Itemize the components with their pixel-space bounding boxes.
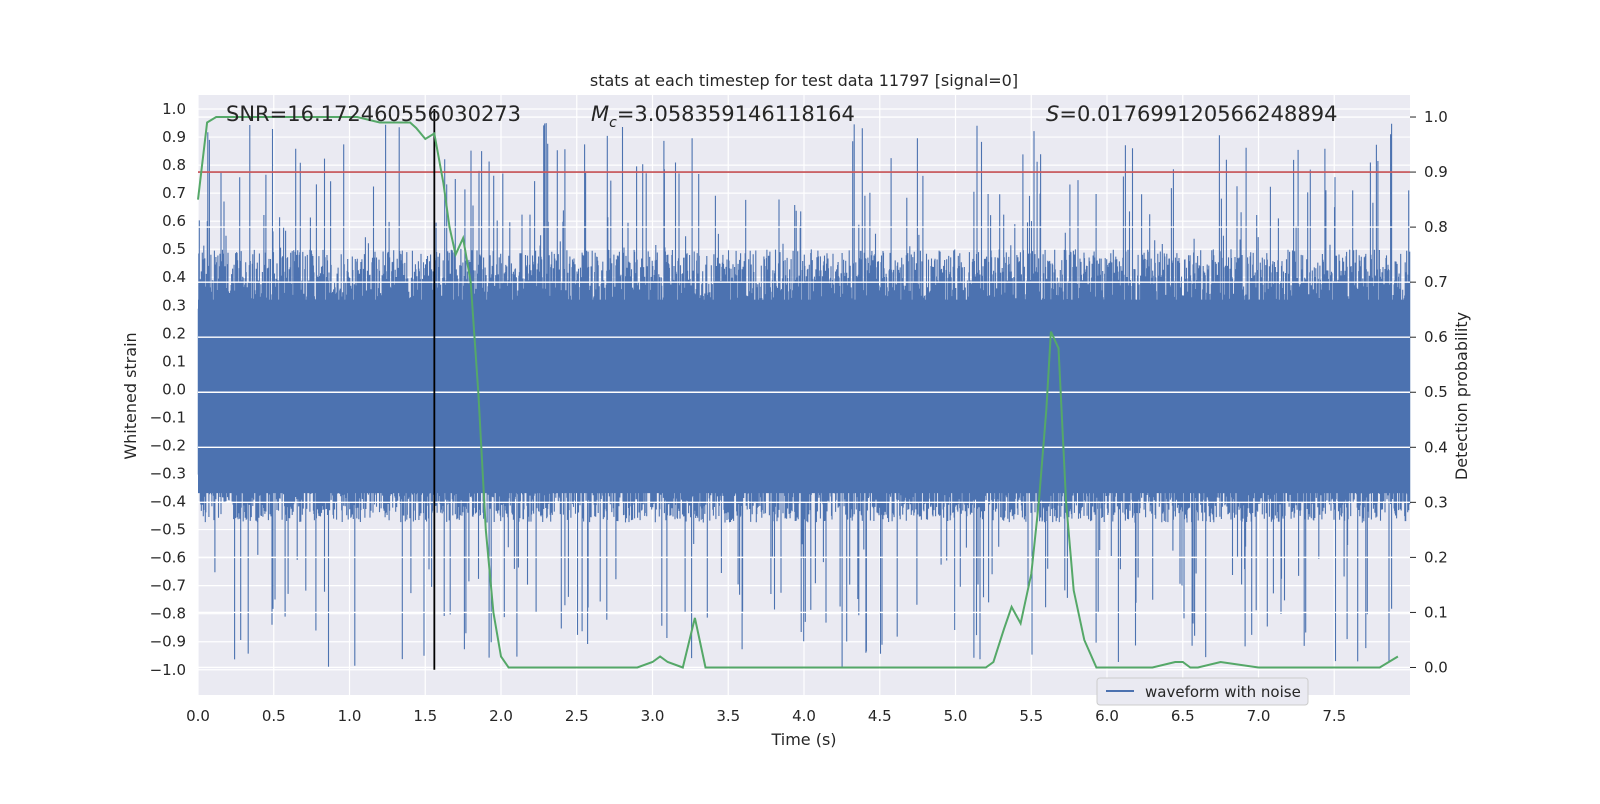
y-tick-label-left: −1.0 [150,661,186,679]
y-tick-label-left: 0.7 [162,184,186,202]
y-tick-label-left: 0.9 [162,128,186,146]
x-tick-label: 0.5 [262,707,286,725]
y-axis-label-left: Whitened strain [121,332,140,459]
y-tick-label-right: 0.2 [1424,548,1448,566]
detection-probability-line [197,116,1399,669]
x-tick-label: 4.5 [868,707,892,725]
chirp-mass-annotation: Mc=3.058359146118164 [591,102,855,131]
x-tick-label: 2.0 [489,707,513,725]
x-tick-label: 6.0 [1095,707,1119,725]
x-tick-label: 7.0 [1247,707,1271,725]
y-tick-label-left: 0.5 [162,240,186,258]
x-tick-label: 5.5 [1019,707,1043,725]
y-tick-label-left: 0.0 [162,380,186,398]
y-tick-label-right: 0.4 [1424,438,1448,456]
y-tick-label-right: 0.0 [1424,658,1448,676]
y-axis-label-right: Detection probability [1452,312,1471,480]
y-tick-label-left: 1.0 [162,100,186,118]
x-tick-label: 0.0 [186,707,210,725]
y-tick-label-right: 1.0 [1424,108,1448,126]
y-tick-label-left: −0.3 [150,465,186,483]
y-tick-label-left: 0.1 [162,352,186,370]
y-tick-label-left: 0.3 [162,296,186,314]
y-tick-label-right: 0.5 [1424,383,1448,401]
y-tick-label-left: 0.2 [162,324,186,342]
x-tick-label: 7.5 [1322,707,1346,725]
y-tick-label-left: −0.7 [150,577,186,595]
y-tick-label-left: 0.4 [162,268,186,286]
s-value: =0.017699120566248894 [1059,102,1337,126]
x-tick-label: 6.5 [1171,707,1195,725]
y-tick-label-left: 0.6 [162,212,186,230]
y-tick-label-left: −0.4 [150,493,186,511]
y-tick-label-left: −0.1 [150,408,186,426]
chart-title: stats at each timestep for test data 117… [590,71,1018,90]
snr-annotation: SNR=16.172460556030273 [226,102,521,126]
y-tick-label-left: −0.5 [150,521,186,539]
x-tick-label: 3.5 [716,707,740,725]
chirp-mass-value: =3.058359146118164 [617,102,855,126]
x-tick-label: 1.5 [413,707,437,725]
legend-box [1096,677,1309,706]
y-tick-label-left: −0.9 [150,633,186,651]
legend: waveform with noise [1096,677,1309,706]
x-tick-label: 1.0 [338,707,362,725]
x-tick-label: 5.0 [944,707,968,725]
axes: 0.0 0.5 1.0 1.5 2.0 2.5 3.0 3.5 4.0 4.5 5.0 5.5 6.0 6… [150,100,1448,725]
chirp-mass-subscript: c [609,115,617,131]
s-symbol: S [1046,102,1059,126]
y-tick-label-right: 0.1 [1424,603,1448,621]
strain-series [197,123,1411,668]
y-tick-label-right: 0.3 [1424,493,1448,511]
y-tick-label-right: 0.8 [1424,218,1448,236]
x-tick-label: 3.0 [641,707,665,725]
legend-label: waveform with noise [1145,683,1301,701]
x-tick-label: 2.5 [565,707,589,725]
chirp-mass-symbol: M [591,102,609,126]
y-tick-label-left: −0.8 [150,605,186,623]
y-tick-label-right: 0.7 [1424,273,1448,291]
y-tick-label-left: 0.8 [162,156,186,174]
y-tick-label-right: 0.9 [1424,163,1448,181]
y-tick-label-left: −0.2 [150,436,186,454]
overlay [197,109,1410,670]
y-tick-label-left: −0.6 [150,549,186,567]
s-annotation: S=0.017699120566248894 [1046,102,1337,126]
strain-body [198,299,1410,494]
y-tick-label-right: 0.6 [1424,328,1448,346]
x-axis-label: Time (s) [770,730,836,749]
x-tick-label: 4.0 [792,707,816,725]
